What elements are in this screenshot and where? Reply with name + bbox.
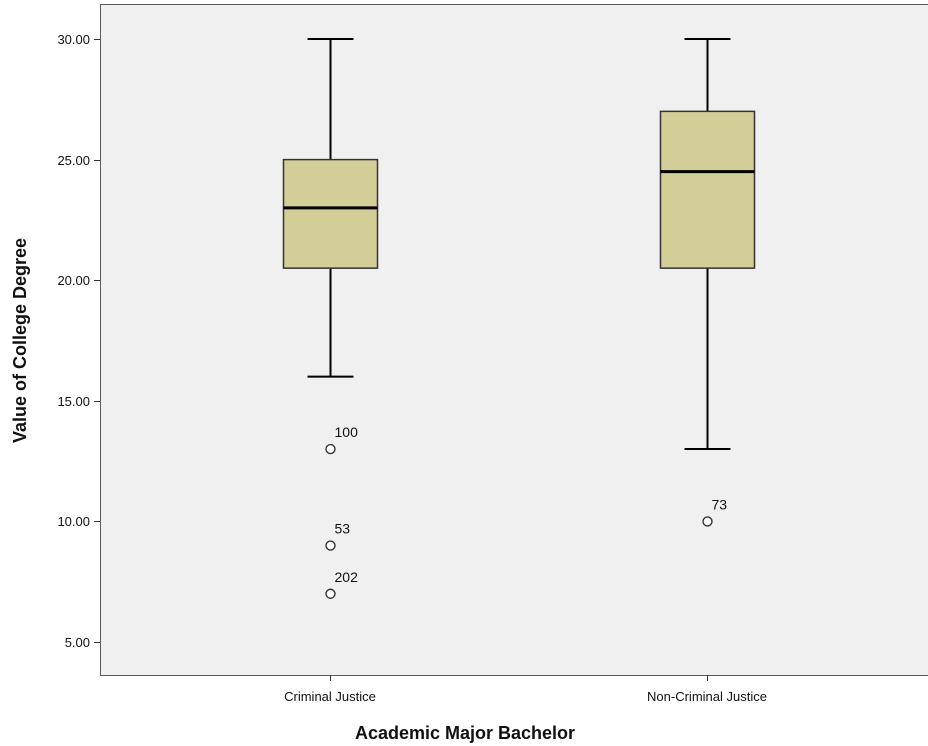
y-tick-label: 5.00 (65, 635, 90, 650)
y-axis: 5.00 10.00 15.00 20.00 25.00 30.00 (57, 32, 100, 650)
outlier-label: 53 (335, 521, 351, 537)
plot-area (100, 4, 928, 676)
box-group: 100 53 202 (282, 38, 379, 599)
x-axis: Criminal Justice Non-Criminal Justice (284, 675, 767, 704)
x-axis-title: Academic Major Bachelor (355, 723, 575, 743)
y-tick-label: 20.00 (57, 273, 90, 288)
outlier-label: 100 (335, 424, 359, 440)
boxes-group: 100 53 202 73 (282, 38, 756, 599)
y-tick-label: 30.00 (57, 32, 90, 47)
outlier-point (325, 540, 336, 551)
outlier-label: 73 (712, 496, 728, 512)
x-tick-label: Criminal Justice (284, 689, 376, 704)
outlier-point (325, 588, 336, 599)
y-tick-label: 25.00 (57, 153, 90, 168)
outlier-label: 202 (335, 569, 359, 585)
y-axis-title: Value of College Degree (10, 238, 30, 443)
box-group: 73 (659, 38, 756, 527)
x-tick-label: Non-Criminal Justice (647, 689, 767, 704)
outlier-point (702, 516, 713, 527)
outlier-point (325, 443, 336, 455)
y-tick-label: 10.00 (57, 514, 90, 529)
iqr-box (659, 110, 756, 269)
y-tick-label: 15.00 (57, 394, 90, 409)
iqr-box (282, 158, 379, 269)
